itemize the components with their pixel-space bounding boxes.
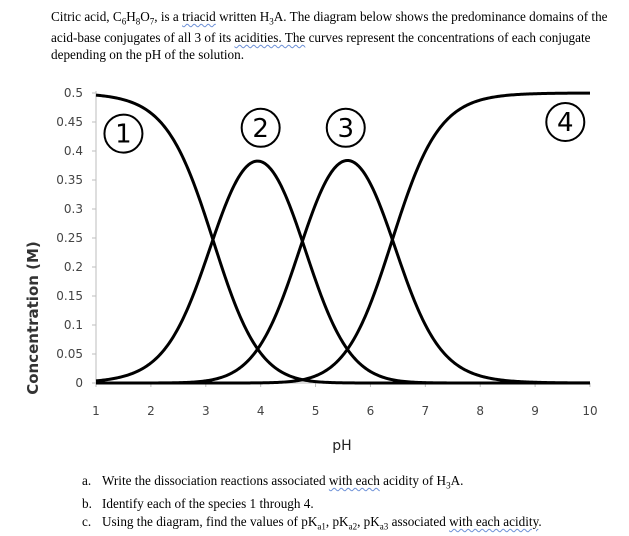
question-a: a. Write the dissociation reactions assoc… — [82, 473, 464, 491]
x-tick-label: 3 — [202, 404, 210, 418]
y-tick-label: 0.05 — [56, 347, 83, 361]
y-tick-label: 0.15 — [56, 289, 83, 303]
speciation-chart: 0 0.05 0.1 0.15 0.2 0.25 0.3 0.35 0.4 0.45 0.5 1 2 3… — [24, 86, 598, 454]
y-tick-label: 0.5 — [64, 86, 83, 100]
y-tick-label: 0.3 — [64, 202, 83, 216]
x-tick-label: 2 — [147, 404, 155, 418]
y-tick-label: 0.2 — [64, 260, 83, 274]
y-axis-label: Concentration (M) — [24, 241, 42, 395]
species-label-circle-3 — [325, 107, 366, 148]
x-tick-label: 4 — [257, 404, 265, 418]
y-tick-label: 0.1 — [64, 318, 83, 332]
x-tick-label: 5 — [312, 404, 320, 418]
x-axis-ticks: 1 2 3 4 5 6 7 8 9 10 — [92, 383, 598, 418]
x-tick-label: 8 — [476, 404, 484, 418]
y-tick-label: 0.45 — [56, 115, 83, 129]
question-list: a. Write the dissociation reactions assoc… — [82, 472, 612, 536]
species-label-2: 2 — [252, 114, 269, 144]
species-label-3: 3 — [337, 114, 354, 144]
species-label-circle-4 — [545, 102, 586, 142]
question-b: b. Identify each of the species 1 through… — [82, 496, 314, 512]
problem-intro: Citric acid, C6H8O7, is a triacid writte… — [51, 9, 608, 62]
x-tick-label: 1 — [92, 404, 100, 418]
x-tick-label: 9 — [531, 404, 539, 418]
curve-species-4 — [95, 91, 591, 385]
species-curves — [95, 91, 591, 385]
y-tick-label: 0.25 — [56, 231, 83, 245]
x-tick-label: 10 — [582, 404, 597, 418]
y-tick-label: 0.35 — [56, 173, 83, 187]
curve-species-2 — [95, 159, 591, 385]
x-axis-label: pH — [332, 438, 351, 454]
species-label-1: 1 — [115, 120, 132, 150]
species-label-4: 4 — [557, 108, 574, 138]
species-labels: 1 2 3 4 — [103, 102, 586, 154]
x-tick-label: 6 — [367, 404, 375, 418]
question-c: c. Using the diagram, find the values of … — [82, 513, 542, 532]
species-label-circle-2 — [240, 107, 281, 148]
y-tick-label: 0 — [75, 376, 83, 390]
curve-species-3 — [95, 158, 591, 385]
spell-check-mark: triacid — [182, 9, 216, 24]
species-label-circle-1 — [103, 113, 144, 154]
y-tick-label: 0.4 — [64, 144, 83, 158]
y-axis-ticks: 0 0.05 0.1 0.15 0.2 0.25 0.3 0.35 0.4 0.45 0.5 — [56, 86, 96, 390]
x-tick-label: 7 — [422, 404, 430, 418]
